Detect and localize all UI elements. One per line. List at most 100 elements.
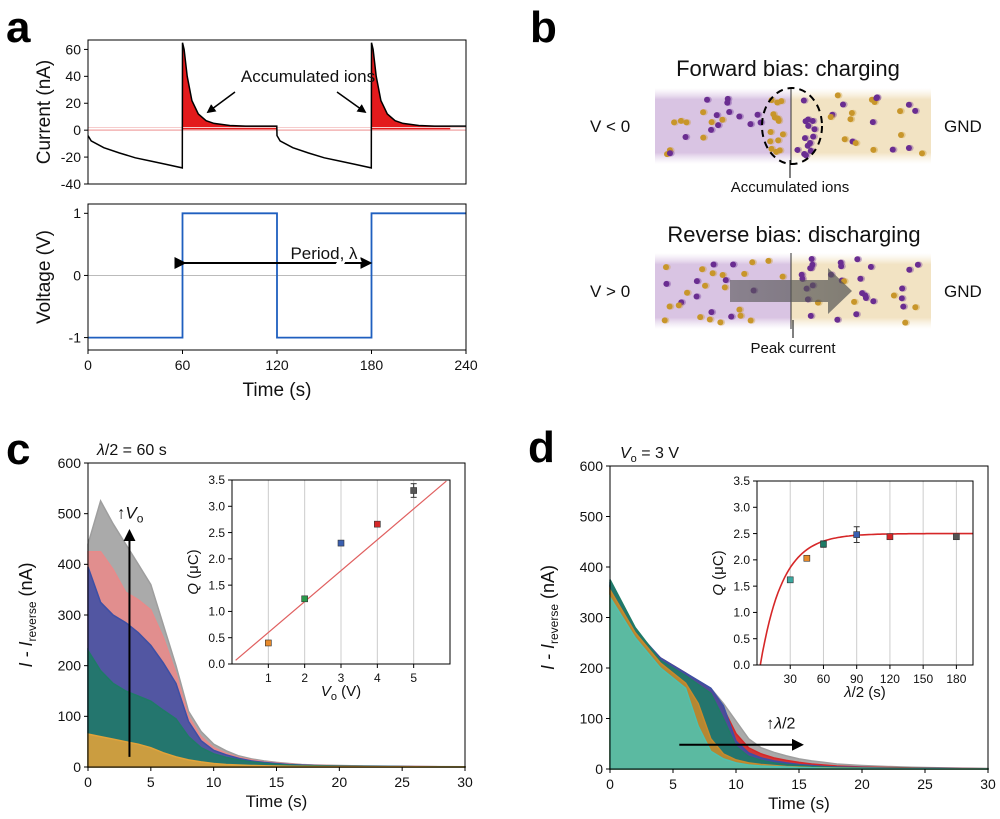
x-tick-label: 10 [728,776,744,792]
anion [682,134,689,141]
y-tick-label: 3.5 [733,474,750,488]
cation [702,282,709,289]
y-tick-label: 0 [73,759,81,775]
y-tick-label: 200 [58,658,82,674]
cation [662,264,669,271]
cation [918,150,925,157]
anion [808,256,815,263]
x-tick-label: 30 [980,776,996,792]
y-tick-label: 0 [595,761,603,777]
anion [708,309,715,316]
y-tick-label: 400 [58,556,82,572]
anion [801,135,808,142]
cation [719,272,726,279]
x-tick-label: 0 [84,357,92,373]
anion [708,126,715,133]
trend-label: ↑Vo [117,504,144,526]
x-tick-label: 180 [946,672,966,686]
cation [684,289,691,296]
anion [794,146,801,153]
anion [736,113,743,120]
y-tick-label: 1.5 [733,579,750,593]
panel-letter-c: c [6,425,30,474]
anion [802,152,809,159]
anion [857,275,864,282]
cation [683,119,690,126]
data-point [803,554,811,562]
reverse-left-label: V > 0 [590,282,630,301]
anion [747,121,754,128]
forward-ions [664,92,927,159]
fit-line [759,532,973,666]
inset-y-label: Q (μC) [185,549,202,594]
y-tick-label: -20 [61,149,81,165]
discharge-arrow-icon [730,268,852,314]
x-tick-label: 60 [175,357,191,373]
y-axis-label: Current (nA) [34,60,55,165]
cation [890,292,897,299]
y-tick-label: 300 [58,607,82,623]
y-tick-label: -1 [69,329,82,345]
y-tick-label: 500 [58,506,82,522]
forward-left-label: V < 0 [590,117,630,136]
cation [749,259,756,266]
anion [889,146,896,153]
y-tick-label: 500 [580,508,604,524]
cation [747,317,754,324]
x-axis-label: Time (s) [243,380,312,401]
anion [726,108,733,115]
chart-c-inset: 0.0 0.5 1.0 1.5 2.0 2.5 3.0 3.5 1 2 3 4 5 Vo (V) Q (μC… [185,473,451,703]
cation [841,136,848,143]
y-tick-label: 3.0 [208,499,225,513]
anion [800,97,807,104]
inset-x-label: Vo (V) [321,683,361,703]
chart-title: Vo = 3 V [620,445,679,465]
y-tick-label: 3.0 [733,500,750,514]
panel-letter-a: a [6,3,31,52]
cation [774,115,781,122]
x-tick-label: 180 [360,357,384,373]
anion [870,298,877,305]
x-tick-label: 3 [338,671,345,685]
anion [914,261,921,268]
x-tick-label: 20 [854,776,870,792]
data-point [953,533,960,541]
cation [708,119,715,126]
data-point [853,531,860,538]
inset-x-label: λ/2 (s) [843,684,886,701]
anion [693,278,700,285]
y-tick-label: 0.0 [733,658,750,672]
anion [704,96,711,103]
y-tick-label: 2.5 [208,526,225,540]
cation [902,319,909,326]
x-tick-label: 150 [913,672,933,686]
cation [765,257,772,264]
anion [807,139,814,146]
anion [912,107,919,114]
y-tick-label: 3.5 [208,473,225,487]
cation [898,131,905,138]
x-tick-label: 10 [206,774,222,790]
data-point [886,533,894,541]
y-tick-label: 60 [65,41,81,57]
x-tick-label: 4 [374,671,381,685]
cation [852,140,859,147]
y-tick-label: 0 [73,122,81,138]
x-tick-label: 5 [147,774,155,790]
x-tick-label: 5 [410,671,417,685]
anion [805,122,812,129]
plot-frame [87,39,467,185]
anion [730,261,737,268]
cation [767,138,774,145]
y-tick-label: 0.5 [208,631,225,645]
chart-current-vs-time: -40 -20 0 20 40 60 Current (nA) Accumulated ion… [34,39,467,192]
cation [721,284,728,291]
y-tick-label: 0.0 [208,657,225,671]
x-tick-label: 60 [817,672,831,686]
x-tick-label: 25 [394,774,410,790]
cation [870,146,877,153]
x-tick-label: 1 [265,671,272,685]
anion [898,295,905,302]
cation [774,99,781,106]
